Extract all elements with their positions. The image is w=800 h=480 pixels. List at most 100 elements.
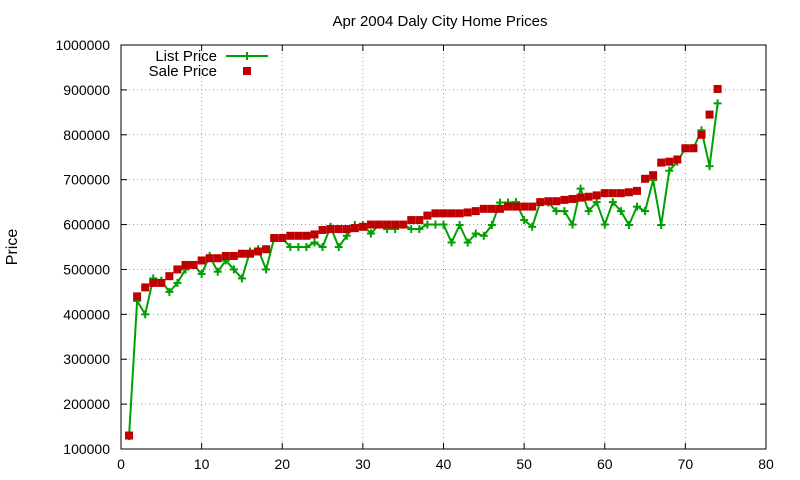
data-point-list-price — [165, 287, 174, 296]
series-sale-price — [125, 84, 722, 440]
data-point-list-price — [552, 207, 561, 216]
data-point-sale-price — [415, 216, 424, 225]
data-point-list-price — [560, 207, 569, 216]
data-point-sale-price — [512, 202, 521, 211]
legend-marker-list-price — [243, 52, 251, 60]
x-tick-label: 80 — [758, 456, 774, 472]
y-axis-label: Price — [4, 229, 21, 266]
data-point-sale-price — [262, 245, 271, 254]
data-point-sale-price — [447, 209, 456, 218]
data-point-list-price — [487, 221, 496, 230]
data-point-sale-price — [375, 220, 383, 229]
data-point-sale-price — [584, 192, 593, 201]
y-tick-label: 900000 — [63, 82, 110, 98]
data-point-sale-price — [665, 157, 674, 166]
data-point-sale-price — [246, 249, 254, 258]
data-point-sale-price — [608, 189, 617, 198]
data-point-list-price — [294, 243, 303, 251]
data-point-sale-price — [366, 220, 375, 229]
data-point-list-price — [616, 207, 625, 216]
legend: List Price Sale Price — [149, 48, 268, 80]
plot-series — [125, 84, 722, 440]
data-point-list-price — [528, 222, 537, 231]
data-point-list-price — [568, 220, 577, 229]
data-point-list-price — [213, 267, 222, 276]
data-point-list-price — [713, 99, 722, 108]
chart-title: Apr 2004 Daly City Home Prices — [332, 13, 547, 30]
data-point-list-price — [197, 269, 206, 278]
data-point-sale-price — [713, 84, 722, 93]
data-point-list-price — [141, 310, 150, 319]
data-point-sale-price — [270, 234, 279, 243]
data-point-sale-price — [455, 209, 464, 218]
y-tick-label: 800000 — [63, 127, 110, 143]
data-point-sale-price — [673, 155, 682, 164]
legend-label-list-price: List Price — [155, 48, 217, 65]
data-point-sale-price — [326, 225, 335, 234]
data-point-list-price — [657, 221, 666, 230]
y-tick-label: 400000 — [63, 306, 110, 322]
x-axis-tick-labels: 0 10 20 30 40 50 60 70 80 — [117, 456, 774, 472]
data-point-sale-price — [471, 207, 480, 216]
data-point-list-price — [520, 216, 529, 225]
data-point-list-price — [229, 265, 238, 274]
data-point-sale-price — [504, 202, 512, 211]
x-tick-label: 40 — [436, 456, 452, 472]
data-point-sale-price — [536, 198, 545, 207]
data-point-list-price — [439, 220, 448, 229]
data-point-list-price — [286, 243, 295, 251]
data-point-list-price — [262, 265, 271, 274]
axis-ticks — [120, 44, 767, 450]
y-tick-label: 200000 — [63, 396, 110, 412]
data-point-sale-price — [633, 186, 641, 195]
data-point-list-price — [576, 184, 585, 193]
data-point-sale-price — [592, 191, 601, 200]
data-point-sale-price — [342, 225, 351, 234]
data-point-sale-price — [189, 260, 198, 269]
x-tick-label: 20 — [274, 456, 290, 472]
data-point-sale-price — [552, 197, 561, 206]
data-point-sale-price — [399, 220, 408, 229]
data-point-sale-price — [350, 224, 359, 233]
data-point-sale-price — [528, 202, 537, 211]
x-tick-label: 30 — [355, 456, 371, 472]
data-point-list-price — [463, 238, 472, 247]
data-point-sale-price — [616, 189, 625, 198]
data-point-sale-price — [205, 254, 214, 263]
data-point-sale-price — [157, 278, 166, 287]
data-point-list-price — [173, 278, 182, 287]
data-point-sale-price — [237, 249, 246, 258]
series-list-price — [125, 99, 722, 440]
data-point-sale-price — [149, 278, 158, 287]
data-point-list-price — [479, 231, 488, 240]
data-point-list-price — [447, 238, 456, 247]
data-point-sale-price — [705, 110, 714, 119]
data-point-sale-price — [254, 247, 263, 256]
data-point-sale-price — [141, 283, 150, 292]
series-line-list-price — [128, 103, 719, 437]
data-point-sale-price — [391, 220, 400, 229]
data-point-sale-price — [221, 251, 230, 260]
data-point-sale-price — [181, 260, 190, 269]
data-point-list-price — [705, 162, 714, 171]
data-point-sale-price — [495, 204, 504, 213]
data-point-list-price — [302, 243, 311, 251]
data-point-sale-price — [544, 197, 553, 206]
y-tick-label: 300000 — [63, 351, 110, 367]
data-point-sale-price — [568, 194, 577, 203]
data-point-sale-price — [358, 222, 367, 231]
data-point-sale-price — [407, 216, 416, 225]
data-point-list-price — [471, 229, 480, 238]
data-point-list-price — [455, 221, 464, 230]
x-tick-label: 10 — [194, 456, 210, 472]
x-tick-label: 70 — [678, 456, 694, 472]
data-point-sale-price — [213, 254, 222, 263]
data-point-sale-price — [600, 189, 609, 198]
data-point-sale-price — [681, 144, 690, 153]
data-point-list-price — [633, 202, 641, 211]
y-tick-label: 600000 — [63, 217, 110, 233]
data-point-list-price — [423, 220, 432, 229]
legend-sample-sale-price — [243, 67, 251, 75]
data-point-list-price — [624, 221, 633, 230]
data-point-sale-price — [165, 272, 174, 281]
